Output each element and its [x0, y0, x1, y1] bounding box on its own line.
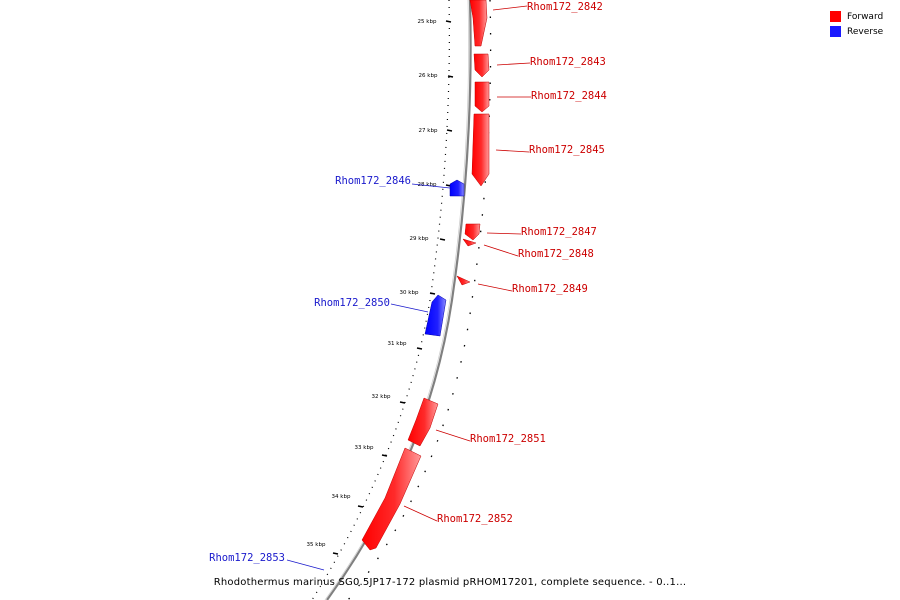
gene-label: Rhom172_2851 — [470, 433, 546, 445]
scale-tick-label: 27 kbp — [419, 128, 438, 134]
gene-leader-line — [483, 244, 519, 257]
scale-tick-label: 32 kbp — [372, 394, 391, 400]
scale-tick-mark — [439, 238, 446, 241]
scale-ticks: 25 kbp 26 kbp 27 kbp 28 kbp 29 kbp 30 kbp 31 k… — [307, 19, 454, 555]
gene-label: Rhom172_2845 — [529, 144, 605, 156]
gene-label: Rhom172_2850 — [314, 297, 390, 309]
gene-label: Rhom172_2843 — [530, 56, 606, 68]
gene-leader-line — [286, 559, 325, 571]
gene-label: Rhom172_2848 — [518, 248, 594, 260]
gene-features — [361, 0, 490, 551]
gene-leader-line — [435, 429, 471, 442]
scale-tick-mark — [332, 552, 339, 555]
scale-tick-label: 33 kbp — [355, 445, 374, 451]
gene-leader-line — [477, 283, 513, 292]
legend-forward-label: Forward — [847, 11, 884, 22]
gene-leader-line — [496, 62, 531, 66]
scale-tick-label: 26 kbp — [419, 73, 438, 79]
legend-reverse: Reverse — [830, 24, 890, 39]
gene-arrow — [471, 113, 490, 187]
scale-tick-label: 35 kbp — [307, 542, 326, 548]
gene-arrow — [407, 397, 439, 447]
gene-label: Rhom172_2844 — [531, 90, 607, 102]
outer-scale-dotted-arc — [347, 0, 492, 600]
map-caption: Rhodothermus marinus SG0.5JP17-172 plasm… — [213, 577, 687, 588]
gene-leader-line — [492, 5, 528, 11]
legend: Forward Reverse — [830, 9, 890, 39]
gene-arrow — [361, 447, 422, 551]
scale-tick-mark — [357, 505, 364, 508]
gene-label: Rhom172_2842 — [527, 1, 603, 13]
gene-arrow — [449, 179, 465, 197]
gene-label: Rhom172_2853 — [209, 552, 285, 564]
scale-tick-mark — [416, 347, 423, 350]
gene-arrow — [469, 0, 488, 47]
scale-tick-mark — [429, 292, 436, 295]
scale-tick-label: 30 kbp — [400, 290, 419, 296]
scale-tick-label: 29 kbp — [410, 236, 429, 242]
gene-label: Rhom172_2846 — [335, 175, 411, 187]
legend-reverse-label: Reverse — [847, 26, 884, 37]
gene-leader-line — [486, 232, 522, 235]
reverse-swatch — [830, 26, 841, 37]
gene-leader-line — [390, 303, 429, 313]
gene-leader-line — [495, 149, 530, 153]
scale-tick-label: 34 kbp — [332, 494, 351, 500]
scale-tick-mark — [381, 454, 388, 457]
gene-arrow — [473, 53, 490, 78]
scale-tick-label: 25 kbp — [418, 19, 437, 25]
gene-leader-line — [411, 183, 451, 189]
scale-tick-mark — [445, 20, 452, 23]
gene-arrow — [464, 223, 481, 241]
scale-tick-label: 31 kbp — [388, 341, 407, 347]
gene-labels: Rhom172_2842 Rhom172_2843 Rhom172_2844 Rhom… — [209, 1, 607, 571]
gene-label: Rhom172_2849 — [512, 283, 588, 295]
gene-arrow — [462, 238, 477, 247]
gene-arrow — [474, 81, 490, 113]
legend-forward: Forward — [830, 9, 890, 24]
gene-leader-line — [403, 505, 438, 522]
scale-tick-mark — [399, 401, 406, 404]
gene-label: Rhom172_2852 — [437, 513, 513, 525]
gene-arrow — [456, 275, 471, 286]
gene-label: Rhom172_2847 — [521, 226, 597, 238]
forward-swatch — [830, 11, 841, 22]
scale-tick-label: 28 kbp — [418, 182, 437, 188]
gene-arrow — [424, 294, 447, 337]
scale-tick-mark — [446, 129, 453, 132]
scale-tick-mark — [447, 75, 454, 78]
inner-scale-dotted-arc — [311, 0, 450, 600]
